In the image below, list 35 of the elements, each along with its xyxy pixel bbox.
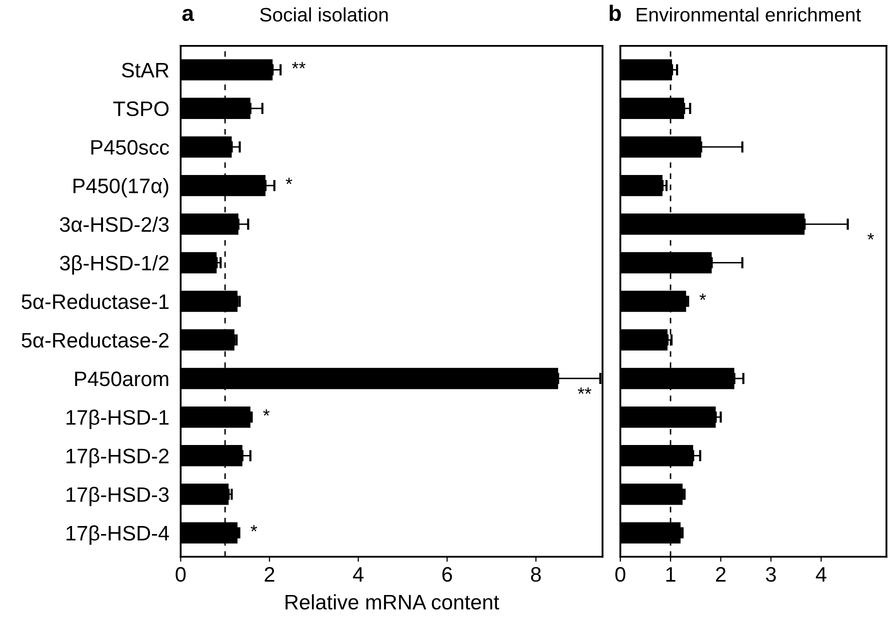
x-axis-title: Relative mRNA content [286, 594, 500, 610]
y-tick-label: P450arom [75, 371, 168, 386]
x-tick-label: 4 [816, 567, 826, 582]
y-tick-label: TSPO [113, 101, 169, 116]
annotation: * [868, 233, 874, 240]
chart-title: Environmental enrichment [636, 7, 861, 22]
x-tick-label: 4 [352, 567, 364, 582]
y-tick-label: 5α-Reductase-1 [22, 294, 169, 310]
text: a [182, 8, 194, 22]
y-tick-label: 3β-HSD-1/2 [60, 255, 169, 275]
x-tick-label: 2 [264, 567, 274, 582]
text: b [610, 4, 621, 22]
annotation: * [263, 409, 270, 416]
annotation: * [286, 178, 292, 184]
y-tick-label: 17β-HSD-4 [66, 525, 169, 545]
annotation: ** [578, 387, 592, 394]
y-tick-label: 17β-HSD-1 [66, 410, 169, 429]
x-tick-label: 6 [442, 567, 452, 582]
x-tick-label: 3 [766, 567, 776, 582]
y-tick-label: P450scc [91, 140, 170, 155]
annotation: ** [292, 62, 306, 68]
y-tick-label: 17β-HSD-2 [66, 448, 169, 468]
x-tick-label: 8 [531, 567, 541, 582]
annotation: * [250, 525, 258, 532]
x-tick-label: 0 [176, 567, 186, 582]
y-tick-label: 5α-Reductase-2 [22, 332, 169, 348]
annotation: * [700, 294, 706, 300]
x-tick-label: 2 [716, 567, 726, 582]
x-tick-label: 1 [666, 567, 676, 582]
chart-title: Social isolation [260, 7, 388, 22]
y-tick-label: StAR [122, 62, 169, 78]
y-tick-label: P450(17α) [74, 178, 168, 198]
y-tick-label: 17β-HSD-3 [66, 486, 169, 506]
x-tick-label: 0 [615, 567, 626, 582]
y-tick-label: 3α-HSD-2/3 [60, 216, 169, 232]
